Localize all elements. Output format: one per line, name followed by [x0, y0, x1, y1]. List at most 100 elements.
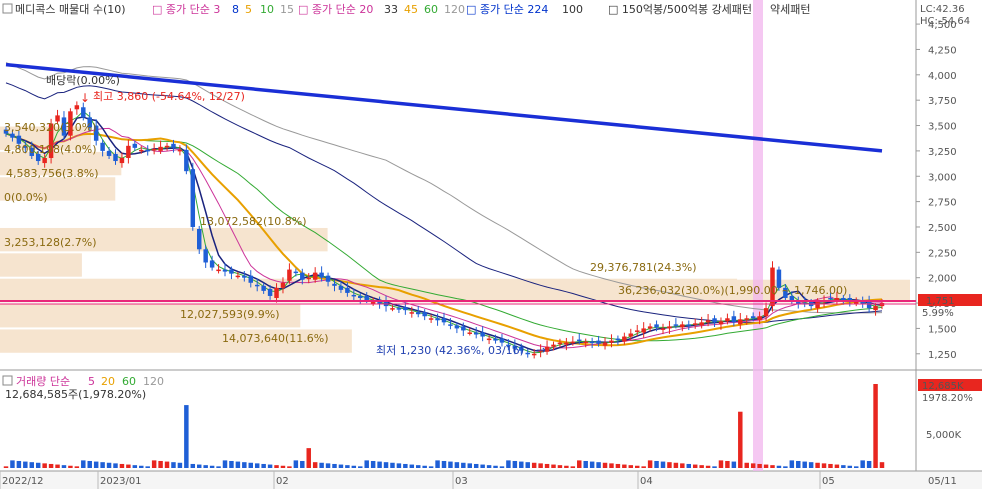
- volume-bar: [325, 463, 331, 468]
- price-tick-label: 4,500: [928, 20, 957, 31]
- volume-bar: [280, 465, 286, 468]
- volume-bar: [692, 464, 698, 468]
- candle-body: [351, 294, 357, 297]
- candle-body: [409, 312, 415, 314]
- profile-label: 0(0.0%): [4, 191, 48, 204]
- volume-bar: [763, 464, 769, 468]
- volume-checkbox-icon[interactable]: [2, 375, 13, 386]
- candle-body: [834, 297, 840, 302]
- candle-body: [415, 312, 421, 315]
- volume-bar: [300, 460, 305, 468]
- price-tick-label: 1,500: [928, 324, 957, 335]
- candle-body: [441, 318, 447, 323]
- volume-bar: [132, 465, 138, 468]
- candle-body: [435, 318, 440, 321]
- volume-bar: [441, 460, 447, 468]
- volume-bar: [776, 465, 782, 468]
- candle-body: [525, 352, 530, 355]
- candle-body: [254, 284, 260, 287]
- volume-bar: [370, 460, 376, 468]
- ma-120-line: [5, 62, 883, 314]
- candle-body: [873, 306, 878, 311]
- volume-bar: [358, 466, 363, 468]
- volume-bar: [499, 466, 505, 468]
- candle-body: [242, 275, 247, 278]
- candle-body: [428, 318, 434, 320]
- candle-body: [132, 143, 138, 148]
- volume-bar: [145, 466, 150, 468]
- legend-ma-8: 8: [232, 3, 239, 16]
- date-axis-area: [0, 471, 982, 489]
- legend-ma-224: □ 종가 단순 224: [466, 3, 548, 16]
- candle-body: [42, 157, 47, 164]
- candle-body: [280, 282, 286, 288]
- candle-body: [680, 324, 685, 328]
- candle-body: [35, 153, 41, 162]
- volume-bar: [93, 461, 99, 468]
- volume-bar: [16, 460, 22, 468]
- volume-bar: [190, 463, 196, 468]
- date-tick-label: 04: [640, 476, 653, 487]
- volume-bar: [351, 465, 357, 468]
- volume-bar: [164, 461, 170, 468]
- candle-body: [647, 326, 653, 329]
- candle-body: [551, 344, 556, 347]
- volume-bar: [68, 465, 73, 468]
- candle-body: [480, 332, 485, 337]
- volume-bar: [699, 465, 704, 468]
- volume-bar: [757, 463, 762, 468]
- candle-body: [667, 326, 672, 329]
- volume-bar: [493, 465, 498, 468]
- candle-body: [448, 324, 453, 326]
- price-tick-label: 2,000: [928, 274, 957, 285]
- volume-bar: [61, 465, 67, 468]
- candle-body: [763, 308, 769, 317]
- candle-body: [151, 148, 157, 151]
- volume-bar: [647, 460, 653, 468]
- price-tick-label: 4,250: [928, 45, 957, 56]
- volume-bar: [23, 461, 28, 468]
- price-tick-label: 2,500: [928, 223, 957, 234]
- volume-profile-bar: [0, 151, 122, 176]
- volume-bar: [383, 462, 389, 468]
- checkbox-icon[interactable]: [2, 3, 13, 14]
- volume-bar: [725, 460, 730, 468]
- volume-bar: [538, 463, 543, 468]
- volume-bar: [525, 462, 530, 468]
- dividend-annotation: 배당락(0.00%): [46, 74, 120, 87]
- volume-bar: [415, 465, 421, 468]
- volume-bar: [873, 384, 878, 468]
- volume-legend-5: 5: [88, 375, 95, 388]
- volume-bar: [319, 462, 324, 468]
- price-tick-label: 3,000: [928, 172, 957, 183]
- volume-legend-20: 20: [101, 375, 115, 388]
- volume-bar: [100, 462, 105, 468]
- volume-bar: [860, 460, 865, 468]
- legend-ma-5: 5: [245, 3, 252, 16]
- candle-body: [139, 149, 144, 152]
- volume-bar: [815, 462, 820, 468]
- candle-body: [364, 295, 369, 301]
- volume-bar: [570, 466, 576, 468]
- volume-bars: [3, 384, 885, 468]
- candle-body: [828, 297, 833, 300]
- candle-body: [705, 320, 711, 323]
- volume-bar: [422, 465, 427, 468]
- candle-body: [87, 117, 92, 128]
- volume-bar: [409, 464, 415, 468]
- volume-bar: [171, 462, 176, 468]
- legend-weak-pattern: 약세패턴: [770, 2, 810, 16]
- profile-label: 13,072,582(10.8%): [200, 215, 307, 228]
- candle-body: [209, 260, 215, 268]
- volume-bar: [428, 466, 434, 468]
- candle-body: [757, 316, 762, 321]
- volume-bar: [235, 461, 241, 468]
- volume-value-text: 12,684,585주(1,978.20%): [5, 388, 146, 401]
- volume-bar: [3, 466, 9, 468]
- candle-body: [776, 269, 782, 288]
- candle-body: [190, 169, 196, 227]
- volume-legend-60: 60: [122, 375, 136, 388]
- volume-bar: [293, 460, 299, 468]
- candle-body: [506, 344, 511, 347]
- candle-body: [171, 143, 176, 148]
